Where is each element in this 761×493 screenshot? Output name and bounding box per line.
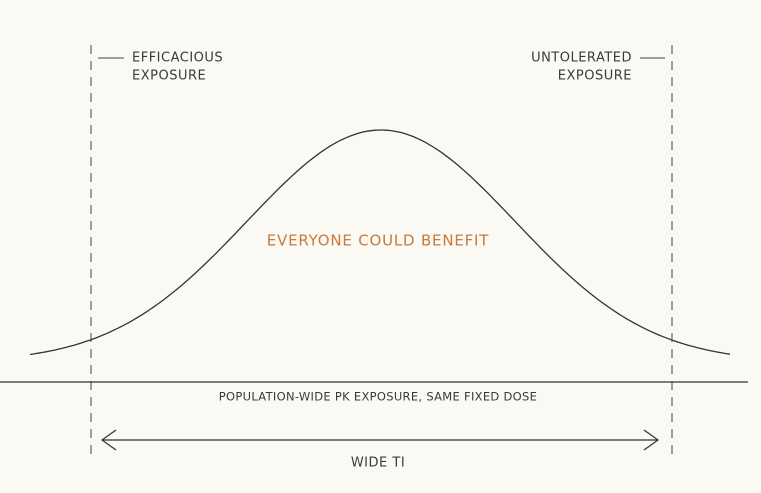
distribution-curve	[29, 129, 731, 356]
left-label-line: EFFICACIOUS	[132, 51, 223, 66]
center-label: EVERYONE COULD BENEFIT	[267, 232, 490, 250]
right-label-line: UNTOLERATED	[531, 51, 632, 66]
axis-caption: POPULATION-WIDE PK EXPOSURE, SAME FIXED …	[219, 390, 537, 404]
range-arrow	[100, 429, 660, 451]
left-label-line: EXPOSURE	[132, 69, 206, 84]
right-label-line: EXPOSURE	[558, 69, 632, 84]
range-label: WIDE TI	[351, 456, 405, 471]
